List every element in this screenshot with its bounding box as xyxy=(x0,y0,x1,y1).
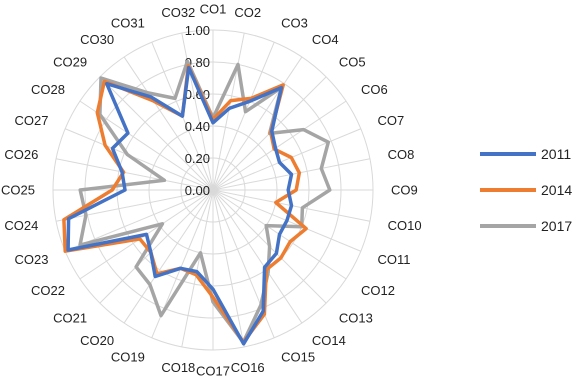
category-label: CO17 xyxy=(196,364,230,379)
category-label: CO9 xyxy=(391,183,418,198)
grid-spoke xyxy=(123,189,214,324)
category-label: CO8 xyxy=(388,147,415,162)
category-label: CO24 xyxy=(4,218,38,233)
grid-spoke xyxy=(181,32,214,191)
grid-spoke xyxy=(99,189,214,304)
grid-spoke xyxy=(212,100,347,191)
radial-tick-label: 0.20 xyxy=(185,151,210,166)
legend-label-2011: 2011 xyxy=(541,146,571,162)
grid-spoke xyxy=(212,128,362,191)
grid-spoke xyxy=(99,76,214,191)
grid-spoke xyxy=(212,41,275,191)
series-2014-line xyxy=(62,64,308,344)
category-label: CO18 xyxy=(161,360,195,375)
grid-spoke xyxy=(64,128,214,191)
category-label: CO27 xyxy=(15,113,49,128)
category-label: CO4 xyxy=(312,32,339,47)
category-label: CO11 xyxy=(378,252,411,267)
radial-tick-label: 0.40 xyxy=(185,119,210,134)
category-label: CO7 xyxy=(378,113,405,128)
category-label: CO15 xyxy=(281,350,315,365)
grid-spoke xyxy=(55,189,214,222)
category-label: CO6 xyxy=(361,82,388,97)
series-lines xyxy=(62,59,332,346)
category-label: CO3 xyxy=(281,15,308,30)
category-label: CO32 xyxy=(161,5,195,20)
category-label: CO12 xyxy=(361,283,395,298)
category-label: CO28 xyxy=(31,82,65,97)
category-label: CO19 xyxy=(111,350,145,365)
category-label: CO26 xyxy=(4,147,38,162)
grid-spoke xyxy=(55,158,214,191)
category-label: CO13 xyxy=(339,311,373,326)
grid-spoke xyxy=(212,32,245,191)
grid-spoke xyxy=(212,56,303,191)
legend-label-2017: 2017 xyxy=(541,218,572,234)
series-2011-line xyxy=(66,65,294,346)
category-label: CO5 xyxy=(339,55,366,70)
category-label: CO20 xyxy=(80,333,114,348)
category-label: CO29 xyxy=(53,55,87,70)
legend: 2011 2014 2017 xyxy=(480,146,572,234)
category-label: CO23 xyxy=(15,252,49,267)
grid-spoke xyxy=(212,189,303,324)
legend-label-2014: 2014 xyxy=(541,182,572,198)
series-2017-line xyxy=(78,59,332,344)
category-label: CO14 xyxy=(312,333,346,348)
category-label: CO31 xyxy=(111,15,145,30)
category-label: CO1 xyxy=(200,2,227,17)
category-label: CO25 xyxy=(1,183,35,198)
category-label: CO30 xyxy=(80,32,114,47)
grid-spoke xyxy=(181,189,214,348)
grid-spoke xyxy=(212,189,245,348)
category-label: CO22 xyxy=(31,283,65,298)
radial-tick-label: 1.00 xyxy=(185,23,210,38)
radial-tick-label: 0.00 xyxy=(185,183,210,198)
category-label: CO10 xyxy=(388,218,422,233)
grid-spoke xyxy=(123,56,214,191)
category-label: CO2 xyxy=(234,5,261,20)
category-label: CO16 xyxy=(231,360,265,375)
category-label: CO21 xyxy=(53,311,87,326)
